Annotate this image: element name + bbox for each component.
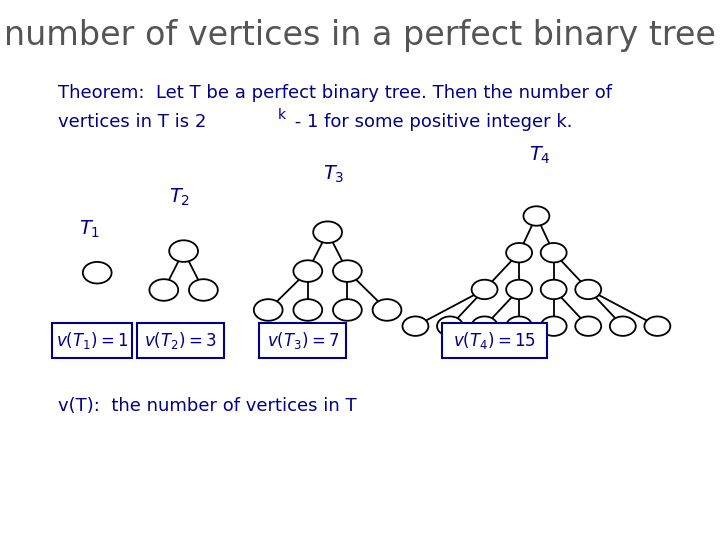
Text: $v(T_4) = 15$: $v(T_4) = 15$	[453, 330, 536, 351]
Circle shape	[373, 299, 402, 321]
FancyBboxPatch shape	[137, 323, 224, 358]
Circle shape	[333, 299, 362, 321]
Circle shape	[294, 299, 323, 321]
Text: $T_1$: $T_1$	[79, 219, 101, 240]
Text: v(T):  the number of vertices in T: v(T): the number of vertices in T	[58, 397, 356, 415]
Text: - 1 for some positive integer k.: - 1 for some positive integer k.	[289, 113, 573, 131]
Circle shape	[523, 206, 549, 226]
Circle shape	[506, 316, 532, 336]
Text: $T_2$: $T_2$	[169, 187, 190, 208]
Circle shape	[541, 316, 567, 336]
Circle shape	[575, 316, 601, 336]
Text: vertices in T is 2: vertices in T is 2	[58, 113, 206, 131]
Circle shape	[644, 316, 670, 336]
Circle shape	[253, 299, 282, 321]
Circle shape	[169, 240, 198, 262]
Circle shape	[506, 280, 532, 299]
Circle shape	[150, 279, 179, 301]
Circle shape	[472, 316, 498, 336]
Circle shape	[575, 280, 601, 299]
Circle shape	[472, 280, 498, 299]
Text: $v(T_3) = 7$: $v(T_3) = 7$	[266, 330, 339, 351]
FancyBboxPatch shape	[259, 323, 346, 358]
Circle shape	[333, 260, 362, 282]
Text: number of vertices in a perfect binary tree: number of vertices in a perfect binary t…	[4, 19, 716, 52]
Circle shape	[437, 316, 463, 336]
FancyBboxPatch shape	[442, 323, 547, 358]
Circle shape	[506, 243, 532, 262]
Circle shape	[541, 280, 567, 299]
Text: $v(T_2) = 3$: $v(T_2) = 3$	[144, 330, 217, 351]
Text: $v(T_1) = 1$: $v(T_1) = 1$	[55, 330, 128, 351]
Circle shape	[313, 221, 342, 243]
FancyBboxPatch shape	[52, 323, 132, 358]
Circle shape	[541, 243, 567, 262]
Text: Theorem:  Let T be a perfect binary tree. Then the number of: Theorem: Let T be a perfect binary tree.…	[58, 84, 611, 102]
Circle shape	[610, 316, 636, 336]
Circle shape	[402, 316, 428, 336]
Text: $T_3$: $T_3$	[323, 164, 344, 185]
Circle shape	[83, 262, 112, 284]
Circle shape	[189, 279, 218, 301]
Text: $T_4$: $T_4$	[529, 145, 551, 166]
Circle shape	[294, 260, 323, 282]
Text: k: k	[278, 108, 286, 122]
